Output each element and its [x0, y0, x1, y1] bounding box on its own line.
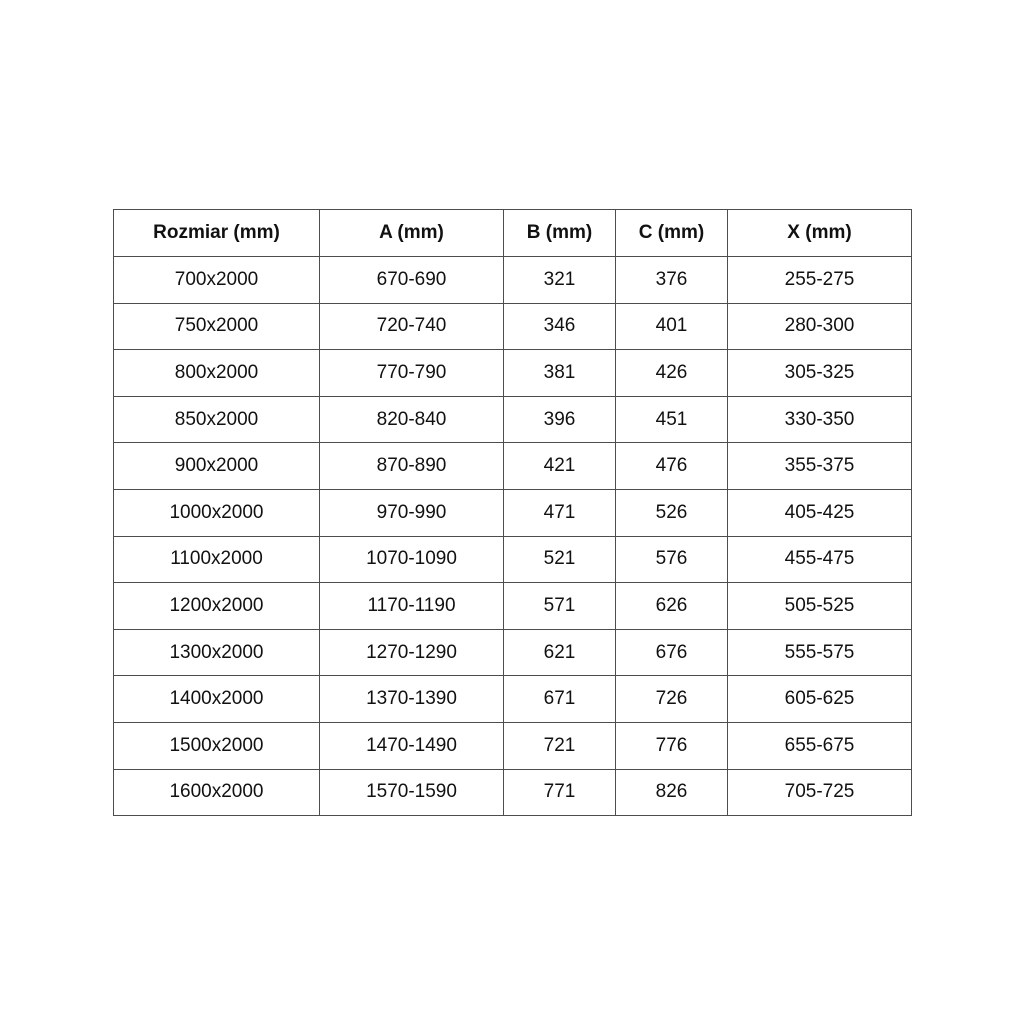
- table-row: 800x2000 770-790 381 426 305-325: [113, 349, 912, 397]
- table-cell: 605-625: [727, 675, 912, 723]
- table-cell: 970-990: [319, 488, 504, 537]
- table-cell: 355-375: [727, 442, 912, 490]
- table-cell: 1600x2000: [113, 768, 320, 817]
- table-cell: 671: [503, 675, 616, 723]
- table-row: 900x2000 870-890 421 476 355-375: [113, 442, 912, 490]
- table-cell: 1200x2000: [113, 582, 320, 630]
- table-cell: 576: [615, 535, 728, 584]
- table-cell: 396: [503, 395, 616, 444]
- table-cell: 726: [615, 675, 728, 723]
- table-cell: 1400x2000: [113, 675, 320, 723]
- table-row: 1500x2000 1470-1490 721 776 655-675: [113, 721, 912, 770]
- table-cell: 670-690: [319, 256, 504, 304]
- table-cell: 776: [615, 721, 728, 770]
- table-cell: 705-725: [727, 768, 912, 817]
- table-row: 1200x2000 1170-1190 571 626 505-525: [113, 582, 912, 630]
- table-cell: 255-275: [727, 256, 912, 304]
- table-cell: 1300x2000: [113, 628, 320, 677]
- table-cell: 280-300: [727, 302, 912, 351]
- table-cell: 820-840: [319, 395, 504, 444]
- table-cell: 1100x2000: [113, 535, 320, 584]
- header-cell-x: X (mm): [727, 209, 912, 257]
- table-cell: 676: [615, 628, 728, 677]
- table-cell: 381: [503, 349, 616, 397]
- table-cell: 426: [615, 349, 728, 397]
- table-cell: 451: [615, 395, 728, 444]
- table-cell: 476: [615, 442, 728, 490]
- header-cell-rozmiar: Rozmiar (mm): [113, 209, 320, 257]
- header-cell-a: A (mm): [319, 209, 504, 257]
- table-cell: 1000x2000: [113, 488, 320, 537]
- table-cell: 1470-1490: [319, 721, 504, 770]
- table-row: 1400x2000 1370-1390 671 726 605-625: [113, 675, 912, 723]
- table-row: 750x2000 720-740 346 401 280-300: [113, 302, 912, 351]
- table-cell: 346: [503, 302, 616, 351]
- table-row: 700x2000 670-690 321 376 255-275: [113, 256, 912, 304]
- table-row: 850x2000 820-840 396 451 330-350: [113, 395, 912, 444]
- table-cell: 771: [503, 768, 616, 817]
- table-cell: 405-425: [727, 488, 912, 537]
- table-cell: 826: [615, 768, 728, 817]
- table-cell: 330-350: [727, 395, 912, 444]
- table-cell: 1570-1590: [319, 768, 504, 817]
- table-cell: 870-890: [319, 442, 504, 490]
- table-cell: 1070-1090: [319, 535, 504, 584]
- header-cell-b: B (mm): [503, 209, 616, 257]
- table-cell: 700x2000: [113, 256, 320, 304]
- table-cell: 521: [503, 535, 616, 584]
- table-row: 1000x2000 970-990 471 526 405-425: [113, 488, 912, 537]
- table-cell: 455-475: [727, 535, 912, 584]
- table-cell: 1500x2000: [113, 721, 320, 770]
- table-body: 700x2000 670-690 321 376 255-275 750x2000 720-…: [113, 256, 912, 817]
- table-cell: 1270-1290: [319, 628, 504, 677]
- table-cell: 321: [503, 256, 616, 304]
- table-cell: 505-525: [727, 582, 912, 630]
- header-row: Rozmiar (mm) A (mm) B (mm) C (mm) X (mm): [113, 209, 912, 257]
- table-cell: 471: [503, 488, 616, 537]
- table-cell: 621: [503, 628, 616, 677]
- table-cell: 421: [503, 442, 616, 490]
- table-cell: 900x2000: [113, 442, 320, 490]
- table-row: 1300x2000 1270-1290 621 676 555-575: [113, 628, 912, 677]
- table-cell: 305-325: [727, 349, 912, 397]
- table-cell: 526: [615, 488, 728, 537]
- size-table-container: Rozmiar (mm) A (mm) B (mm) C (mm) X (mm)…: [113, 209, 912, 817]
- table-cell: 720-740: [319, 302, 504, 351]
- table-cell: 1170-1190: [319, 582, 504, 630]
- table-cell: 655-675: [727, 721, 912, 770]
- table-cell: 850x2000: [113, 395, 320, 444]
- size-table: Rozmiar (mm) A (mm) B (mm) C (mm) X (mm)…: [113, 209, 912, 817]
- table-cell: 770-790: [319, 349, 504, 397]
- table-cell: 376: [615, 256, 728, 304]
- table-row: 1600x2000 1570-1590 771 826 705-725: [113, 768, 912, 817]
- table-cell: 555-575: [727, 628, 912, 677]
- table-cell: 626: [615, 582, 728, 630]
- table-cell: 1370-1390: [319, 675, 504, 723]
- header-cell-c: C (mm): [615, 209, 728, 257]
- table-cell: 571: [503, 582, 616, 630]
- table-cell: 401: [615, 302, 728, 351]
- table-cell: 800x2000: [113, 349, 320, 397]
- table-cell: 721: [503, 721, 616, 770]
- table-row: 1100x2000 1070-1090 521 576 455-475: [113, 535, 912, 584]
- table-cell: 750x2000: [113, 302, 320, 351]
